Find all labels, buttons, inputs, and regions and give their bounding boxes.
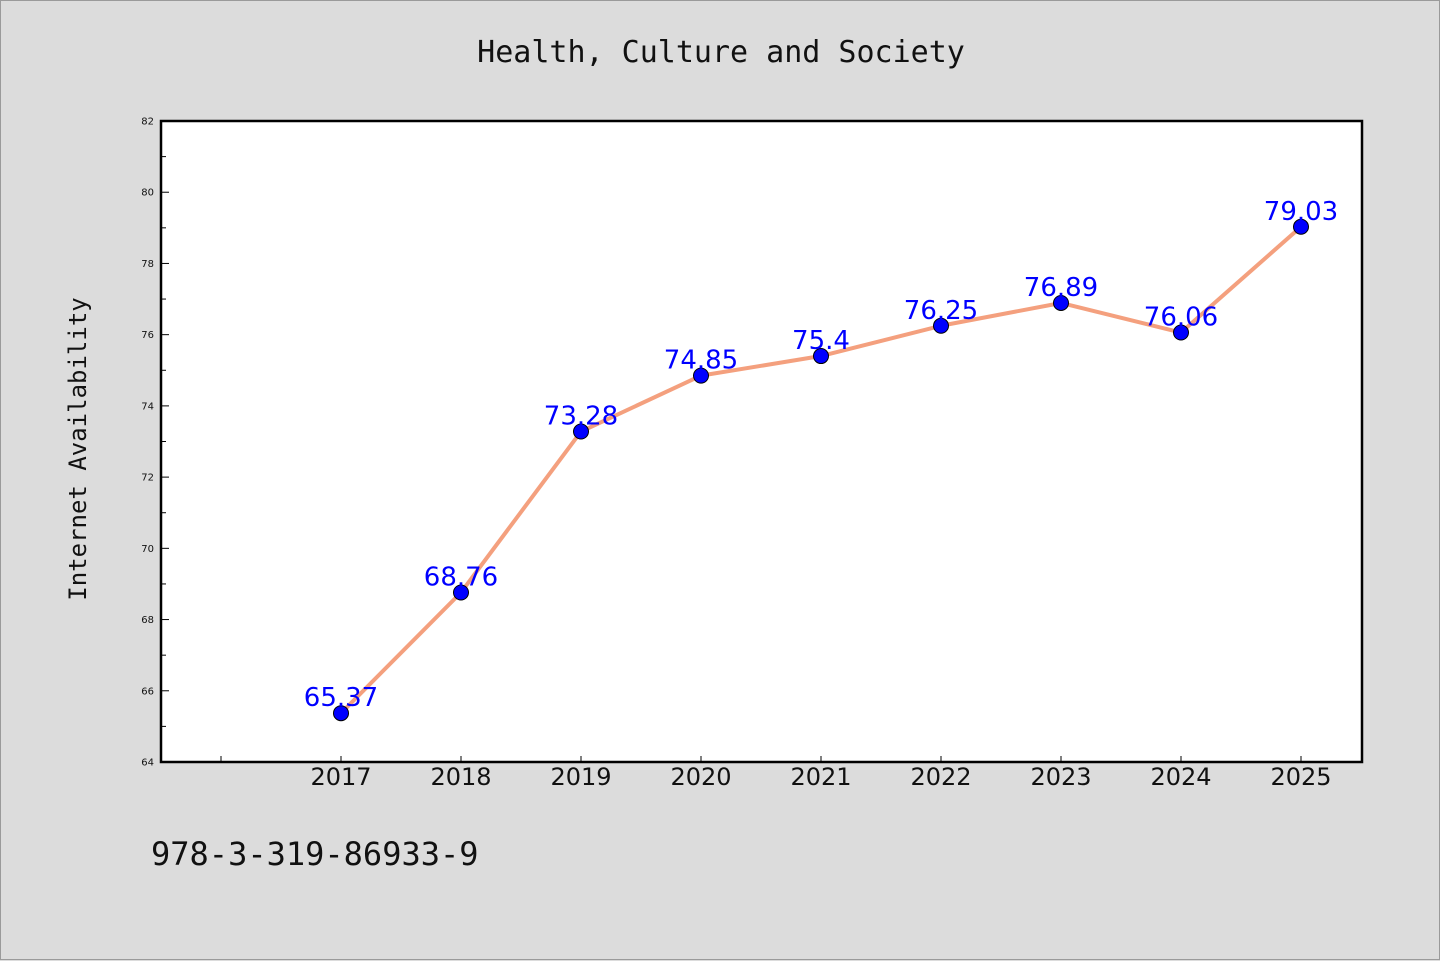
y-tick-label: 70 xyxy=(141,544,154,555)
y-axis: 64 66 68 70 72 74 76 78 80 82 xyxy=(141,117,169,769)
x-tick-label: 2020 xyxy=(670,763,731,791)
y-tick-label: 78 xyxy=(141,259,154,270)
data-point xyxy=(333,705,349,722)
data-label: 75.4 xyxy=(792,326,850,356)
data-point xyxy=(1053,294,1069,311)
data-label: 68.76 xyxy=(424,562,498,592)
y-tick-label: 72 xyxy=(141,473,154,484)
y-tick-label: 64 xyxy=(141,758,154,769)
data-point xyxy=(813,348,829,365)
data-label: 73.28 xyxy=(544,402,618,432)
x-tick-label: 2024 xyxy=(1150,763,1211,791)
data-point xyxy=(933,317,949,334)
data-label: 76.25 xyxy=(904,296,978,326)
y-tick-label: 66 xyxy=(141,686,154,697)
x-tick-label: 2017 xyxy=(310,763,371,791)
x-tick-label: 2021 xyxy=(790,763,851,791)
data-label: 65.37 xyxy=(304,683,378,713)
x-axis: 2017 2018 2019 2020 2021 2022 2023 2024 2025 xyxy=(220,756,1332,791)
data-label: 76.06 xyxy=(1144,303,1218,333)
data-labels: 65.37 68.76 73.28 74.85 75.4 76.25 76.89 76.06 7… xyxy=(304,197,1338,713)
x-tick-label: 2023 xyxy=(1030,763,1091,791)
data-point xyxy=(1173,324,1189,341)
data-label: 79.03 xyxy=(1264,197,1338,227)
y-tick-label: 76 xyxy=(141,330,154,341)
chart-title: Health, Culture and Society xyxy=(477,35,965,70)
x-tick-label: 2018 xyxy=(430,763,491,791)
data-point xyxy=(453,584,469,601)
x-tick-label: 2025 xyxy=(1270,763,1331,791)
series-markers xyxy=(333,218,1309,722)
isbn-text: 978-3-319-86933-9 xyxy=(151,835,479,873)
y-tick-label: 82 xyxy=(141,117,154,128)
plot-frame xyxy=(159,119,1364,764)
y-tick-label: 74 xyxy=(141,401,154,412)
data-point xyxy=(1293,218,1309,235)
x-tick-label: 2019 xyxy=(550,763,611,791)
y-tick-label: 68 xyxy=(141,615,154,626)
data-point xyxy=(573,423,589,440)
data-label: 74.85 xyxy=(664,346,738,376)
x-tick-label: 2022 xyxy=(910,763,971,791)
data-label: 76.89 xyxy=(1024,273,1098,303)
y-tick-label: 80 xyxy=(141,188,154,199)
plot-area xyxy=(161,121,1362,762)
data-point xyxy=(693,367,709,384)
